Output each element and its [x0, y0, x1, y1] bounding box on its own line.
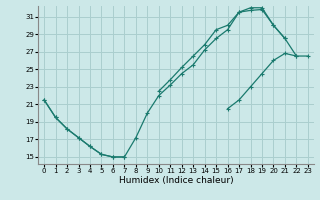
X-axis label: Humidex (Indice chaleur): Humidex (Indice chaleur)	[119, 176, 233, 185]
